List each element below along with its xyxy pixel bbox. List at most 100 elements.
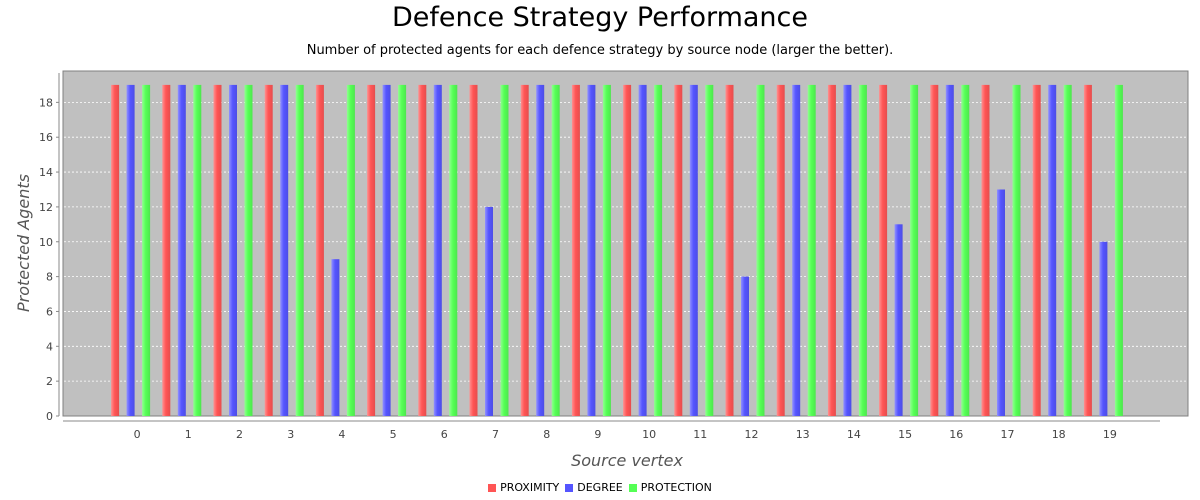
- bar-protection-0: [142, 84, 151, 417]
- y-tick-label: 8: [46, 271, 53, 284]
- x-tick-label: 5: [390, 428, 397, 441]
- bar-degree-19: [1099, 241, 1108, 416]
- bar-proximity-16: [930, 84, 939, 417]
- x-tick-label: 8: [543, 428, 550, 441]
- x-tick-label: 18: [1052, 428, 1066, 441]
- bar-degree-4: [331, 259, 340, 416]
- legend-label: DEGREE: [577, 481, 623, 494]
- bar-degree-0: [126, 84, 135, 417]
- y-tick-label: 16: [39, 131, 53, 144]
- legend-swatch: [565, 483, 574, 492]
- legend-swatch: [488, 483, 497, 492]
- x-tick-label: 14: [847, 428, 861, 441]
- bar-proximity-1: [162, 84, 171, 417]
- bar-degree-7: [485, 206, 493, 416]
- y-tick-label: 14: [39, 166, 53, 179]
- legend-label: PROXIMITY: [500, 481, 560, 494]
- y-tick-label: 18: [39, 96, 53, 109]
- x-tick-label: 3: [287, 428, 294, 441]
- bar-degree-18: [1048, 84, 1057, 417]
- x-tick-label: 6: [441, 428, 448, 441]
- x-tick-label: 19: [1103, 428, 1117, 441]
- chart-title: Defence Strategy Performance: [391, 2, 809, 33]
- y-tick-label: 12: [39, 201, 53, 214]
- bar-degree-11: [689, 84, 698, 417]
- bar-protection-1: [193, 84, 202, 417]
- x-tick-label: 0: [134, 428, 141, 441]
- chart-subtitle: Number of protected agents for each defe…: [306, 43, 894, 58]
- bar-protection-16: [961, 84, 970, 417]
- x-tick-label: 1: [185, 428, 192, 441]
- legend-item-degree: DEGREE: [565, 481, 623, 494]
- bar-proximity-9: [571, 84, 580, 417]
- y-tick-label: 2: [46, 375, 53, 388]
- bar-proximity-14: [827, 84, 836, 417]
- x-tick-label: 16: [949, 428, 963, 441]
- bar-degree-16: [945, 84, 954, 417]
- bar-degree-17: [997, 189, 1005, 416]
- bar-proximity-18: [1032, 84, 1041, 417]
- bar-protection-10: [654, 84, 663, 417]
- bar-degree-1: [177, 84, 186, 417]
- y-tick-label: 0: [46, 410, 53, 423]
- x-tick-label: 13: [796, 428, 810, 441]
- bar-protection-19: [1114, 84, 1123, 417]
- bar-proximity-3: [264, 84, 273, 417]
- y-tick-label: 10: [39, 236, 53, 249]
- bar-protection-8: [551, 84, 560, 417]
- bar-degree-9: [587, 84, 596, 417]
- bar-degree-12: [741, 276, 749, 416]
- bar-degree-6: [433, 84, 442, 417]
- bar-degree-8: [536, 84, 545, 417]
- bar-protection-7: [500, 84, 509, 417]
- bar-protection-3: [295, 84, 304, 417]
- bar-proximity-4: [315, 84, 324, 417]
- bar-protection-12: [756, 84, 765, 417]
- bar-degree-5: [382, 84, 391, 417]
- bar-proximity-6: [418, 84, 427, 417]
- x-tick-label: 17: [1001, 428, 1015, 441]
- legend: PROXIMITY DEGREE PROTECTION: [0, 481, 1200, 494]
- bar-proximity-0: [111, 84, 120, 417]
- bar-proximity-11: [674, 84, 683, 417]
- bar-proximity-2: [213, 84, 222, 417]
- bar-proximity-5: [367, 84, 376, 417]
- x-axis-label: Source vertex: [571, 451, 683, 470]
- bar-degree-15: [894, 224, 903, 416]
- bar-protection-14: [858, 84, 867, 417]
- bar-degree-13: [792, 84, 801, 417]
- bar-protection-4: [346, 84, 355, 417]
- x-tick-label: 11: [693, 428, 707, 441]
- bars: [111, 84, 1123, 417]
- bar-protection-18: [1063, 84, 1072, 417]
- bar-protection-9: [602, 84, 611, 417]
- bar-degree-14: [843, 84, 852, 417]
- x-tick-label: 7: [492, 428, 499, 441]
- bar-protection-11: [705, 84, 714, 417]
- y-tick-label: 4: [46, 340, 53, 353]
- bar-proximity-13: [776, 84, 785, 417]
- bar-protection-17: [1012, 84, 1021, 417]
- y-axis-label: Protected Agents: [14, 174, 33, 312]
- bar-proximity-19: [1083, 84, 1092, 417]
- bar-protection-2: [244, 84, 253, 417]
- bar-proximity-15: [879, 84, 888, 417]
- bar-proximity-8: [520, 84, 529, 417]
- bar-proximity-7: [469, 84, 478, 417]
- x-tick-label: 9: [594, 428, 601, 441]
- legend-swatch: [628, 483, 637, 492]
- bar-protection-6: [449, 84, 458, 417]
- bar-proximity-17: [981, 84, 990, 417]
- bar-degree-3: [280, 84, 289, 417]
- y-tick-label: 6: [46, 305, 53, 318]
- x-tick-label: 12: [745, 428, 759, 441]
- bar-degree-10: [638, 84, 647, 417]
- x-tick-label: 2: [236, 428, 243, 441]
- x-tick-label: 15: [898, 428, 912, 441]
- bar-protection-13: [807, 84, 816, 417]
- legend-label: PROTECTION: [640, 481, 712, 494]
- legend-item-protection: PROTECTION: [628, 481, 712, 494]
- legend-item-proximity: PROXIMITY: [488, 481, 559, 494]
